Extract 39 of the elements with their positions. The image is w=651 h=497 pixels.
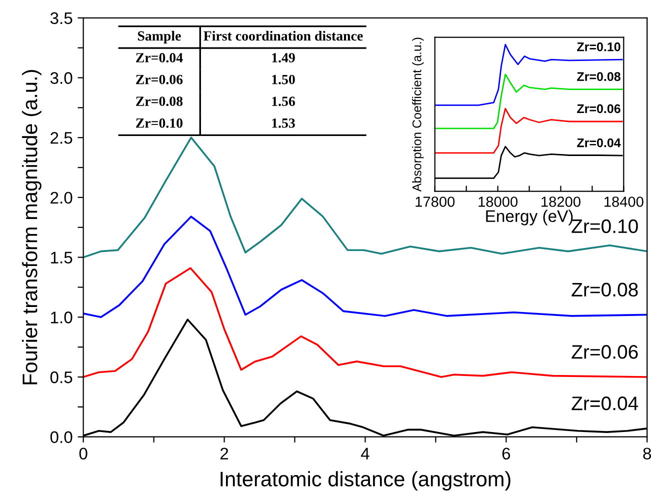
y-tick-label: 2.0: [50, 192, 72, 204]
series-label: Zr=0.10: [577, 42, 620, 52]
y-axis-title: Fourier transform magnitude (a.u.): [22, 70, 42, 384]
y-tick-label: 2.5: [50, 132, 72, 144]
y-tick-label: 1.5: [51, 252, 72, 264]
x-tick-label: 6: [502, 448, 510, 460]
x-tick-label: 18200: [542, 196, 580, 207]
series-label: Zr=0.10: [572, 219, 638, 234]
annotation: 1.49: [272, 53, 295, 62]
series-label: Zr=0.04: [572, 396, 638, 410]
series-label: Zr=0.04: [577, 138, 621, 148]
series-label: Zr=0.06: [577, 104, 620, 114]
annotation: Zr=0.06: [136, 74, 183, 84]
x-tick-label: 18400: [604, 196, 644, 207]
series-label: Zr=0.08: [577, 72, 620, 82]
annotation: Zr=0.10: [136, 118, 183, 128]
series-label: Zr=0.08: [572, 282, 638, 297]
annotation: 1.56: [272, 96, 295, 106]
y-axis-title: Absorption Coefficient (a.u.): [412, 38, 424, 192]
annotation: First coordination distance: [204, 30, 363, 41]
x-tick-label: 4: [360, 448, 370, 460]
annotation: 1.53: [272, 118, 295, 128]
x-tick-label: 17800: [416, 196, 455, 207]
x-axis-title: Energy (eV): [486, 210, 573, 226]
x-axis-title: Interatomic distance (angstrom): [220, 471, 510, 491]
annotation: Zr=0.04: [136, 53, 183, 62]
annotation: Sample: [138, 30, 181, 44]
y-tick-label: 3.5: [50, 12, 72, 24]
x-tick-label: 18000: [478, 196, 518, 207]
y-tick-label: 3.0: [50, 72, 72, 84]
x-tick-label: 2: [220, 448, 228, 460]
annotation: Zr=0.08: [136, 96, 183, 106]
y-tick-label: 0.5: [50, 371, 72, 384]
text: 0.0: [50, 431, 72, 444]
series-label: Zr=0.06: [572, 345, 638, 359]
y-tick-label: 1.0: [51, 312, 72, 324]
annotation: 1.50: [272, 74, 295, 84]
x-tick-label: 8: [643, 448, 651, 460]
x-tick-label: 0: [79, 448, 88, 460]
